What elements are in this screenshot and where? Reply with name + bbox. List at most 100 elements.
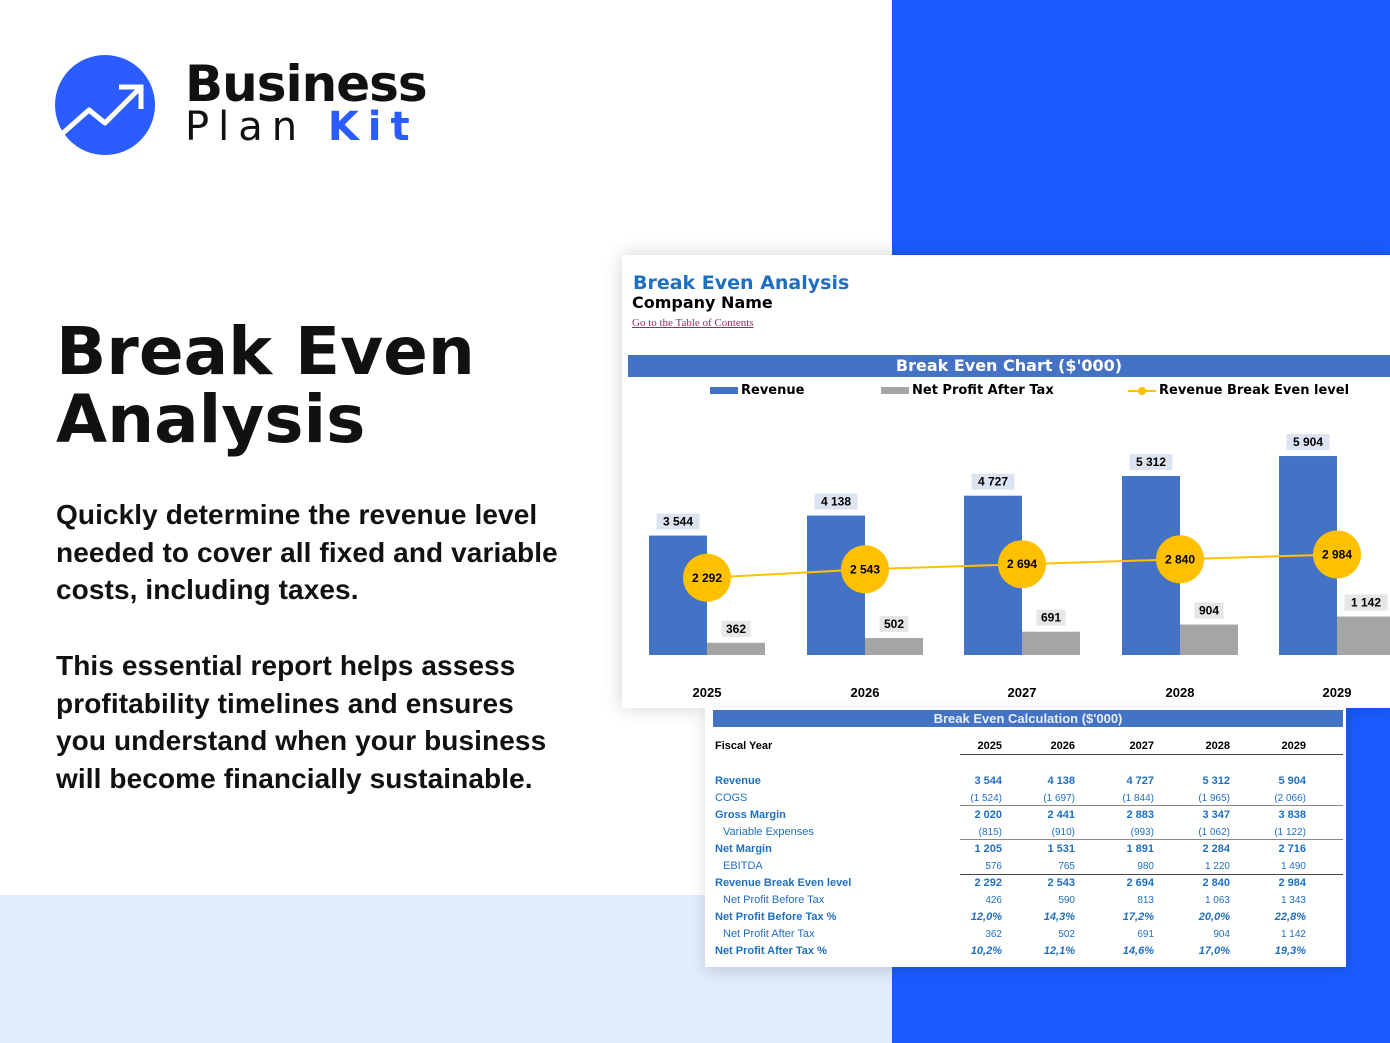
revenue-label: 5 312 — [1136, 455, 1166, 469]
x-tick-label: 2029 — [1323, 685, 1352, 700]
cell-value: 2 292 — [974, 877, 1002, 889]
row-label: Revenue Break Even level — [715, 877, 852, 889]
break-even-point — [1156, 535, 1204, 584]
fiscal-year-label: Fiscal Year — [715, 740, 773, 752]
cell-value: 1 531 — [1047, 843, 1075, 855]
cell-value: 19,3% — [1274, 945, 1306, 957]
legend-label: Net Profit After Tax — [912, 383, 1054, 398]
revenue-label-bg — [814, 493, 858, 510]
brand-kit: Kit — [327, 104, 419, 150]
cell-value: 1 142 — [1280, 929, 1306, 940]
cell-value: 17,0% — [1198, 945, 1230, 957]
cell-value: 2 020 — [974, 809, 1002, 821]
sheet-title: Break Even Analysis — [633, 272, 850, 294]
table-title: Break Even Calculation ($'000) — [713, 710, 1343, 727]
year-header: 2025 — [977, 740, 1002, 752]
row-label: Variable Expenses — [723, 826, 814, 838]
net-profit-label: 502 — [884, 617, 904, 631]
legend-label: Revenue Break Even level — [1159, 383, 1350, 398]
cell-value: 5 904 — [1278, 775, 1306, 787]
cell-value: 2 284 — [1202, 843, 1230, 855]
year-header: 2027 — [1129, 740, 1154, 752]
cell-value: 4 138 — [1047, 775, 1075, 787]
year-header: 2029 — [1281, 740, 1306, 752]
cell-value: 5 312 — [1202, 775, 1230, 787]
revenue-label-bg — [656, 513, 700, 530]
cell-value: 1 220 — [1204, 861, 1230, 872]
brand-subtitle: Plan Kit — [185, 104, 419, 150]
row-label: EBITDA — [723, 860, 763, 872]
net-profit-label-bg — [721, 620, 751, 637]
table-row: Net Profit After Tax % 10,2% 12,1% 14,6% 17,… — [715, 943, 1343, 960]
table-row: COGS (1 524) (1 697) (1 844) (1 965) (2 066) — [715, 790, 1343, 807]
row-label: COGS — [715, 792, 748, 804]
legend-net-profit: Net Profit After Tax — [881, 383, 1054, 398]
row-label: Net Profit After Tax % — [715, 945, 827, 957]
cell-value: 576 — [985, 861, 1002, 872]
cell-value: (1 122) — [1274, 827, 1306, 838]
revenue-label-bg — [971, 473, 1015, 490]
row-label: Net Profit Before Tax — [723, 894, 825, 906]
year-header: 2028 — [1205, 740, 1230, 752]
cell-value: 426 — [985, 895, 1002, 906]
table-row: Net Profit After Tax 362 502 691 904 1 142 — [715, 926, 1343, 943]
divider — [960, 839, 1343, 840]
net-profit-label-bg — [1344, 594, 1388, 611]
break-even-point — [683, 553, 731, 602]
cell-value: (1 524) — [970, 793, 1002, 804]
cell-value: 20,0% — [1198, 911, 1230, 923]
revenue-label: 5 904 — [1293, 435, 1323, 449]
divider — [960, 805, 1343, 806]
cell-value: 1 063 — [1204, 895, 1230, 906]
net-profit-label: 904 — [1199, 604, 1219, 618]
brand-name: Business — [185, 55, 428, 113]
cell-value: 1 343 — [1280, 895, 1306, 906]
cell-value: 590 — [1058, 895, 1075, 906]
x-tick-label: 2028 — [1166, 685, 1195, 700]
divider — [960, 874, 1343, 875]
toc-link[interactable]: Go to the Table of Contents — [632, 317, 754, 329]
cell-value: (1 062) — [1198, 827, 1230, 838]
revenue-label-bg — [1129, 453, 1173, 470]
revenue-label: 3 544 — [663, 515, 693, 529]
table-row: Net Margin 1 205 1 531 1 891 2 284 2 716 — [715, 841, 1343, 858]
revenue-label: 4 727 — [978, 475, 1008, 489]
net-profit-label: 362 — [726, 622, 746, 636]
logo-trend-icon — [55, 55, 155, 155]
cell-value: (1 965) — [1198, 793, 1230, 804]
cell-value: 2 441 — [1047, 809, 1075, 821]
table-row: Gross Margin 2 020 2 441 2 883 3 347 3 838 — [715, 807, 1343, 824]
cell-value: 17,2% — [1122, 911, 1154, 923]
cell-value: 502 — [1058, 929, 1075, 940]
net-profit-bar — [1022, 631, 1080, 655]
table-row: Variable Expenses (815) (910) (993) (1 062) (… — [715, 824, 1343, 841]
description-2: This essential report helps assess profi… — [56, 650, 547, 794]
cell-value: 14,3% — [1043, 911, 1075, 923]
net-profit-bar — [1337, 616, 1390, 655]
legend-line-icon — [1128, 386, 1156, 395]
net-profit-label: 1 142 — [1351, 596, 1381, 610]
x-tick-label: 2026 — [851, 685, 880, 700]
cell-value: (910) — [1051, 827, 1075, 838]
table-row: EBITDA 576 765 980 1 220 1 490 — [715, 858, 1343, 875]
row-label: Net Margin — [715, 843, 772, 855]
description-1: Quickly determine the revenue level need… — [56, 499, 558, 605]
break-even-point — [1313, 530, 1361, 579]
legend-swatch — [881, 387, 909, 394]
divider — [960, 754, 1343, 755]
calculation-table: Break Even Calculation ($'000) Fiscal Ye… — [705, 708, 1346, 967]
table-row: Net Profit Before Tax % 12,0% 14,3% 17,2% 20… — [715, 909, 1343, 926]
cell-value: 10,2% — [970, 945, 1002, 957]
table-row: Revenue Break Even level 2 292 2 543 2 694 2… — [715, 875, 1343, 892]
year-header: 2026 — [1050, 740, 1075, 752]
cell-value: 14,6% — [1122, 945, 1154, 957]
break-even-label: 2 292 — [692, 571, 722, 585]
cell-value: 22,8% — [1274, 911, 1306, 923]
cell-value: 2 716 — [1278, 843, 1306, 855]
x-tick-label: 2025 — [693, 685, 722, 700]
table-row: Revenue 3 544 4 138 4 727 5 312 5 904 — [715, 773, 1343, 790]
cell-value: (1 844) — [1122, 793, 1154, 804]
cell-value: 904 — [1213, 929, 1230, 940]
net-profit-bar — [1180, 624, 1238, 655]
row-label: Net Profit Before Tax % — [715, 911, 837, 923]
